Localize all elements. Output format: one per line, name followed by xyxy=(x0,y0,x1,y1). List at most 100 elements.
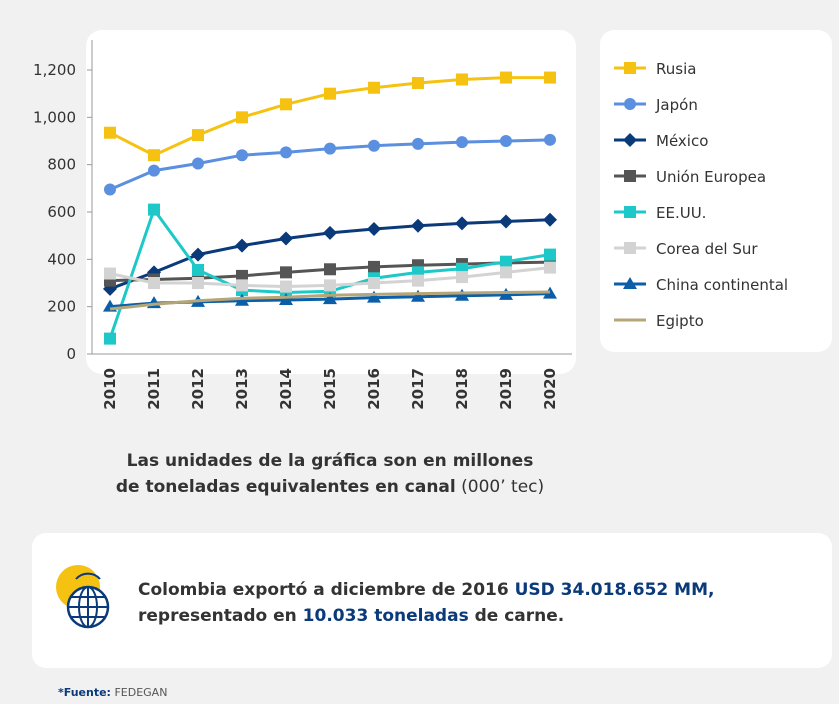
x-tick-label: 2012 xyxy=(189,368,207,410)
marker xyxy=(104,126,116,139)
marker xyxy=(368,260,380,273)
marker xyxy=(500,266,512,279)
marker xyxy=(624,62,636,74)
legend-label: Rusia xyxy=(656,60,696,78)
legend-panel xyxy=(600,30,832,352)
source-text: FEDEGAN xyxy=(110,686,168,699)
source: *Fuente: FEDEGAN xyxy=(58,686,167,699)
legend-label: Japón xyxy=(655,96,698,114)
y-tick-label: 400 xyxy=(47,250,76,268)
marker xyxy=(624,170,636,182)
marker xyxy=(623,277,637,289)
marker xyxy=(500,135,512,147)
marker xyxy=(324,87,336,100)
marker xyxy=(236,149,248,162)
info-text: Colombia exportó a diciembre de 2016 USD… xyxy=(138,577,714,629)
x-tick-label: 2010 xyxy=(101,368,119,410)
marker xyxy=(412,77,424,90)
marker xyxy=(368,277,380,289)
caption: Las unidades de la gráfica son en millon… xyxy=(60,448,600,500)
legend-label: China continental xyxy=(656,276,788,294)
marker xyxy=(624,98,636,110)
marker xyxy=(412,274,424,287)
marker xyxy=(280,146,292,159)
marker xyxy=(500,71,512,84)
x-tick-label: 2013 xyxy=(233,368,251,410)
marker xyxy=(456,271,468,284)
x-tick-label: 2018 xyxy=(453,368,471,410)
marker xyxy=(544,261,556,274)
legend-label: Unión Europea xyxy=(656,168,766,186)
marker xyxy=(544,71,556,84)
marker xyxy=(456,136,468,149)
globe-icon xyxy=(56,565,110,629)
marker xyxy=(235,238,249,253)
marker xyxy=(104,267,116,280)
y-tick-label: 1,200 xyxy=(33,61,76,79)
info-highlight: 10.033 toneladas xyxy=(302,606,469,626)
marker xyxy=(324,263,336,276)
marker xyxy=(500,255,512,268)
legend-label: Egipto xyxy=(656,312,704,330)
marker xyxy=(367,290,381,303)
y-tick-label: 0 xyxy=(66,345,76,363)
marker xyxy=(324,142,336,155)
info-text-part: de carne. xyxy=(468,606,565,626)
marker xyxy=(455,216,469,231)
x-tick-label: 2011 xyxy=(145,368,163,410)
plot-panel xyxy=(86,30,576,374)
marker xyxy=(324,279,336,292)
marker xyxy=(236,279,248,292)
x-tick-label: 2014 xyxy=(277,368,295,410)
marker xyxy=(192,129,204,142)
marker xyxy=(544,133,556,146)
marker xyxy=(279,293,293,306)
marker xyxy=(624,206,636,218)
legend-label: EE.UU. xyxy=(656,204,706,222)
marker xyxy=(148,203,160,216)
marker xyxy=(104,183,116,196)
marker xyxy=(192,263,204,276)
x-tick-label: 2017 xyxy=(409,368,427,410)
marker xyxy=(544,248,556,261)
marker xyxy=(191,247,205,262)
series-line xyxy=(109,290,551,311)
y-tick-label: 800 xyxy=(47,156,76,174)
legend-label: Corea del Sur xyxy=(656,240,758,258)
marker xyxy=(543,212,557,227)
marker xyxy=(455,288,469,301)
marker xyxy=(192,277,204,289)
marker xyxy=(368,139,380,152)
x-tick-label: 2019 xyxy=(497,368,515,410)
x-tick-label: 2020 xyxy=(541,368,559,410)
marker xyxy=(412,137,424,150)
marker xyxy=(411,289,425,302)
marker xyxy=(411,218,425,233)
marker xyxy=(280,98,292,111)
marker xyxy=(456,73,468,86)
marker xyxy=(148,277,160,289)
marker xyxy=(623,133,637,147)
info-text-part: representado en xyxy=(138,606,303,626)
marker xyxy=(323,225,337,240)
marker xyxy=(624,242,636,254)
y-tick-label: 600 xyxy=(47,203,76,221)
marker xyxy=(148,164,160,177)
marker xyxy=(148,149,160,162)
marker xyxy=(279,231,293,246)
marker xyxy=(499,214,513,229)
x-tick-label: 2016 xyxy=(365,368,383,410)
y-tick-label: 1,000 xyxy=(33,108,76,126)
source-label: *Fuente: xyxy=(58,686,111,699)
legend-label: México xyxy=(656,132,708,150)
x-tick-label: 2015 xyxy=(321,368,339,410)
y-tick-label: 200 xyxy=(47,298,76,316)
caption-line: Las unidades de la gráfica son en millon… xyxy=(126,451,534,471)
info-text-part: Colombia exportó a diciembre de 2016 xyxy=(138,580,515,600)
marker xyxy=(236,111,248,124)
caption-unit: (000’ tec) xyxy=(455,477,545,497)
marker xyxy=(368,81,380,94)
marker xyxy=(280,266,292,279)
